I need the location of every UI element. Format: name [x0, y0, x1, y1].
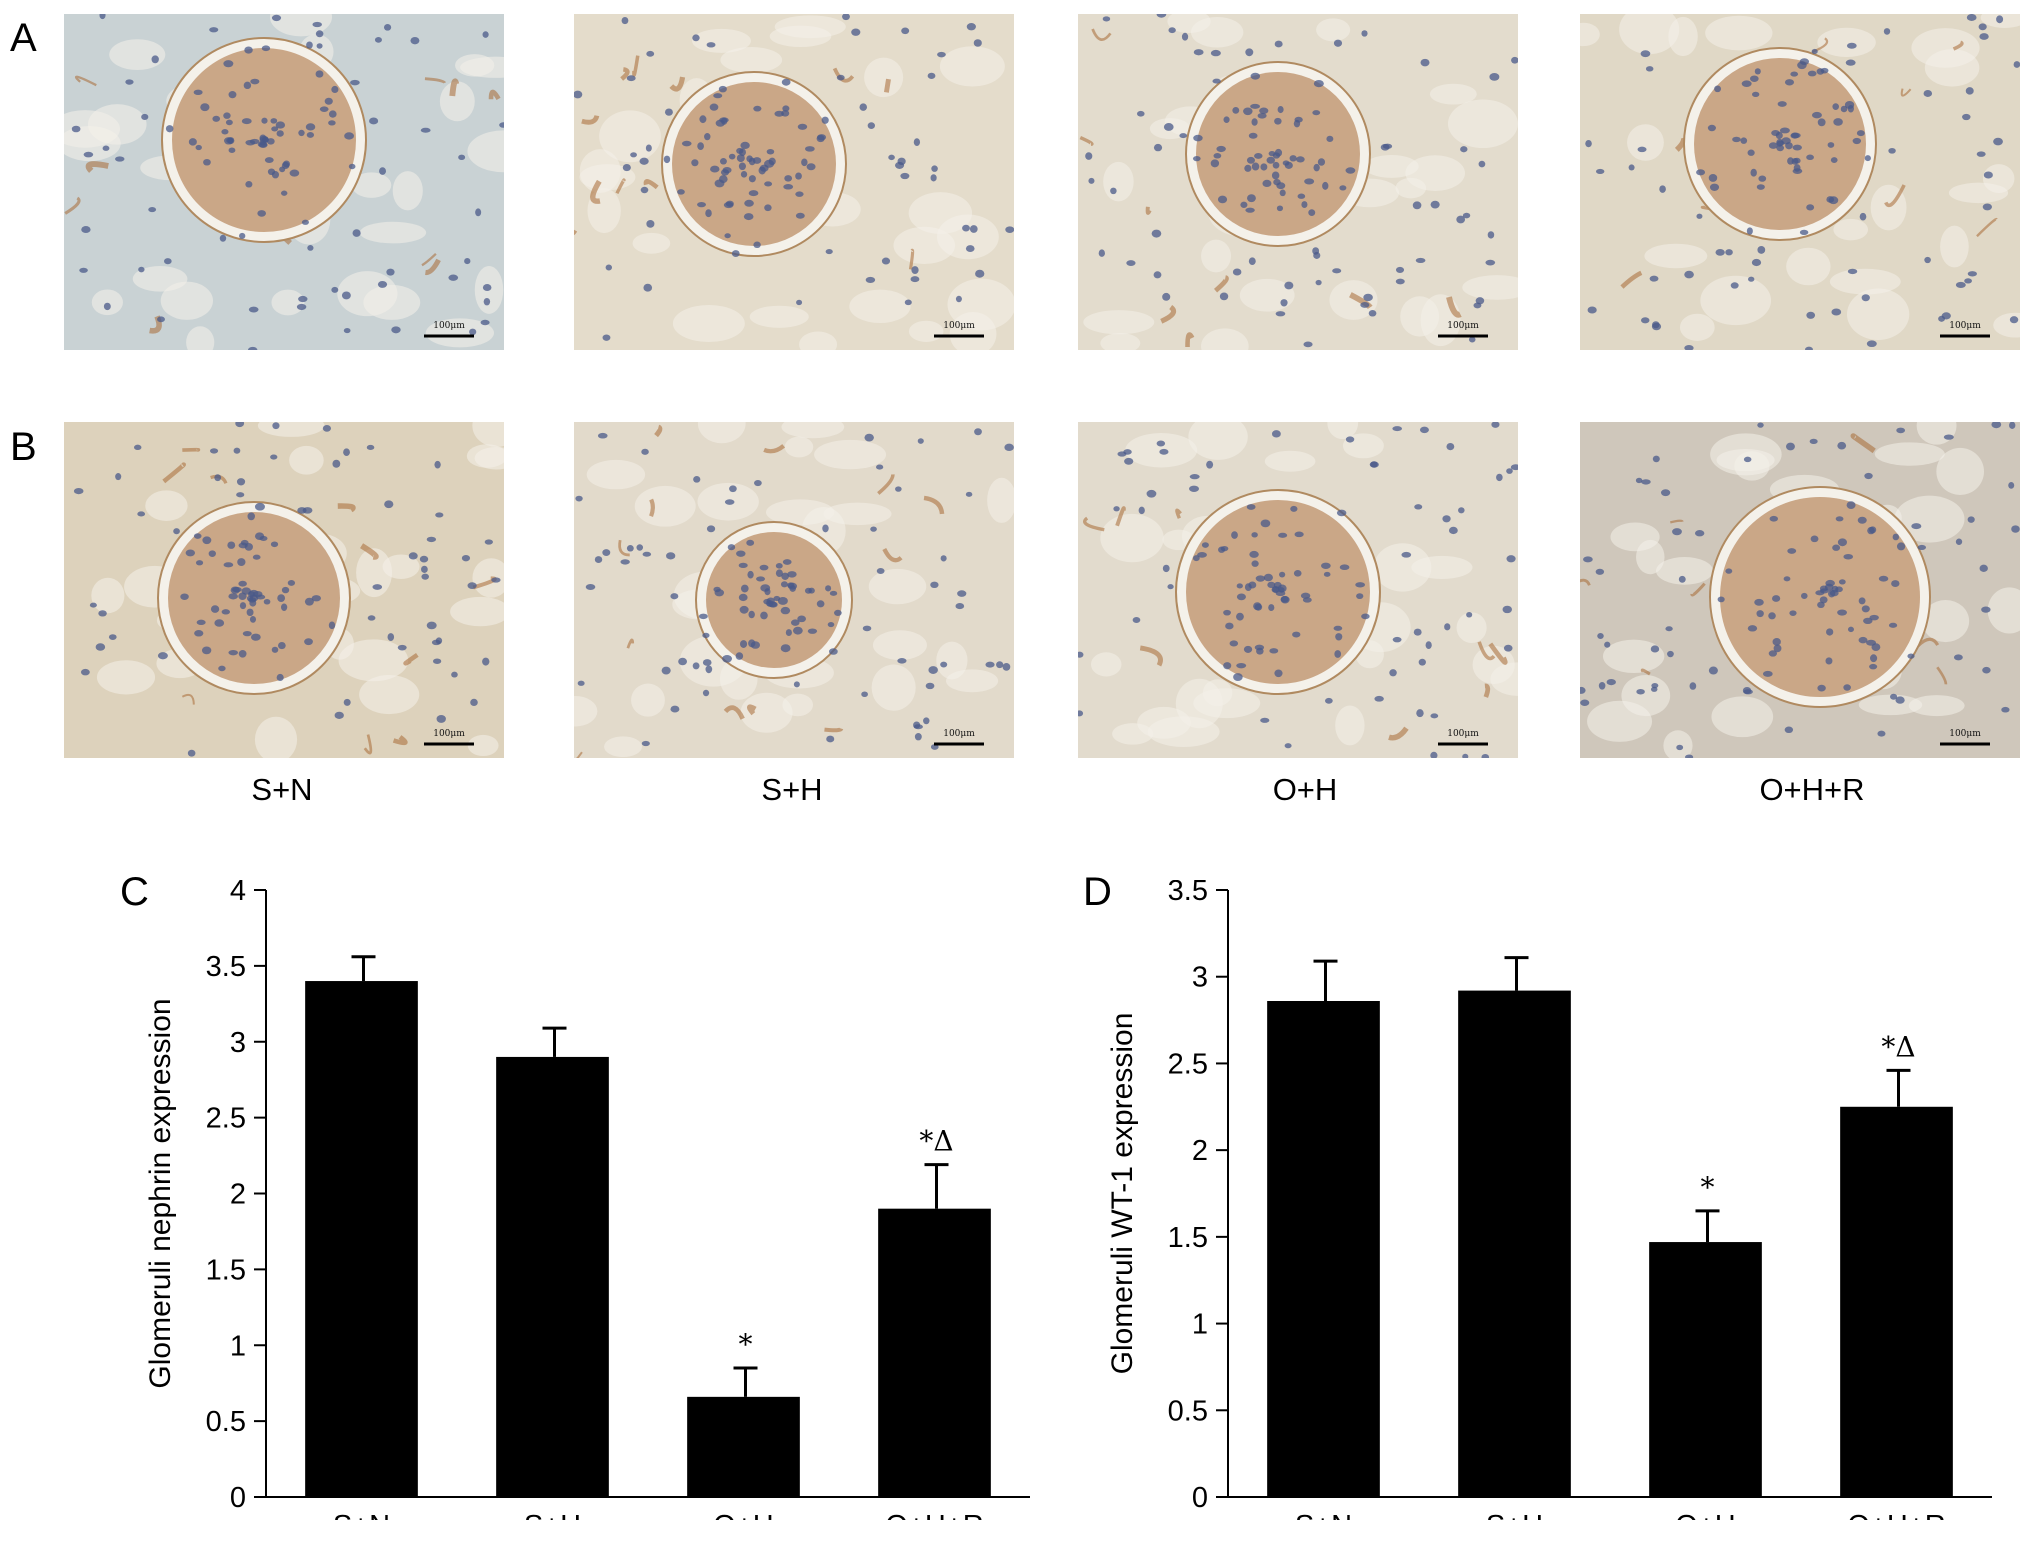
significance-marker: *Δ: [919, 1125, 953, 1158]
bar-s-h: [496, 1056, 609, 1497]
y-tick-label: 0: [1192, 1482, 1208, 1514]
y-tick-label: 3: [1192, 962, 1208, 994]
y-axis-title: Glomeruli WT-1 expression: [1106, 1013, 1139, 1375]
x-tick-label: O+H+R: [885, 1510, 983, 1520]
y-tick-label: 2: [1192, 1135, 1208, 1167]
micrograph-b-s-n: 100μm: [64, 422, 504, 758]
group-label-o-h-r: O+H+R: [1759, 772, 1865, 807]
bar-s-n: [305, 981, 418, 1497]
group-label-o-h: O+H: [1272, 772, 1338, 807]
y-axis-title: Glomeruli nephrin expression: [144, 998, 177, 1388]
panel-letter-d: D: [1083, 870, 1112, 914]
y-tick-label: 1.5: [1168, 1222, 1208, 1254]
micrograph-a-s-n: 100μm: [64, 14, 504, 350]
bar-o-h: [687, 1396, 800, 1497]
micrograph-a-o-h-r: 100μm: [1580, 14, 2020, 350]
y-tick-label: 1: [230, 1330, 246, 1362]
y-tick-label: 2.5: [206, 1103, 246, 1135]
group-label-s-n: S+N: [251, 772, 313, 807]
svg-text:100μm: 100μm: [1949, 321, 1981, 331]
x-tick-label: S+H: [524, 1510, 581, 1520]
nephrin-bar-chart: Glomeruli nephrin expression 0 0.5 1 1.5 2 2.5…: [144, 880, 1030, 1520]
bar-s-n: [1267, 1000, 1380, 1497]
y-tick-label: 0.5: [1168, 1395, 1208, 1427]
significance-marker: *: [1701, 1171, 1715, 1204]
bar-o-h: [1649, 1242, 1762, 1497]
panel-letter-c: C: [120, 870, 149, 914]
y-tick-label: 0: [230, 1482, 246, 1514]
y-tick-label: 3.5: [206, 951, 246, 983]
y-tick-label: 1: [1192, 1309, 1208, 1341]
panel-letter-a: A: [10, 16, 37, 60]
x-tick-label: S+H: [1486, 1510, 1543, 1520]
x-tick-label: O+H: [713, 1510, 773, 1520]
x-tick-label: S+N: [1295, 1510, 1352, 1520]
micrograph-a-s-h: 100μm: [574, 14, 1014, 350]
x-tick-label: O+H+R: [1847, 1510, 1945, 1520]
panel-letter-b: B: [10, 425, 37, 469]
y-tick-label: 3.5: [1168, 880, 1208, 907]
y-tick-label: 2: [230, 1179, 246, 1211]
bar-s-h: [1458, 990, 1571, 1497]
x-tick-label: S+N: [333, 1510, 390, 1520]
bar-o-h-r: [878, 1208, 991, 1497]
group-label-s-h: S+H: [761, 772, 823, 807]
micrograph-b-o-h: 100μm: [1078, 422, 1518, 758]
micrograph-b-o-h-r: 100μm: [1580, 422, 2020, 758]
significance-marker: *Δ: [1881, 1030, 1915, 1063]
svg-text:100μm: 100μm: [1949, 729, 1981, 739]
significance-marker: *: [739, 1328, 753, 1361]
svg-text:100μm: 100μm: [943, 729, 975, 739]
y-tick-label: 3: [230, 1027, 246, 1059]
micrograph-a-o-h: 100μm: [1078, 14, 1518, 350]
bar-o-h-r: [1840, 1106, 1953, 1497]
y-tick-label: 0.5: [206, 1406, 246, 1438]
x-tick-label: O+H: [1675, 1510, 1735, 1520]
svg-text:100μm: 100μm: [1447, 321, 1479, 331]
y-tick-label: 1.5: [206, 1254, 246, 1286]
y-tick-label: 2.5: [1168, 1048, 1208, 1080]
wt1-bar-chart: Glomeruli WT-1 expression 0 0.5 1 1.5 2 2.5 3 3.…: [1106, 880, 1992, 1520]
svg-text:100μm: 100μm: [433, 321, 465, 331]
svg-text:100μm: 100μm: [943, 321, 975, 331]
svg-text:100μm: 100μm: [1447, 729, 1479, 739]
micrograph-b-s-h: 100μm: [574, 422, 1014, 758]
y-tick-label: 4: [230, 880, 246, 907]
svg-text:100μm: 100μm: [433, 729, 465, 739]
